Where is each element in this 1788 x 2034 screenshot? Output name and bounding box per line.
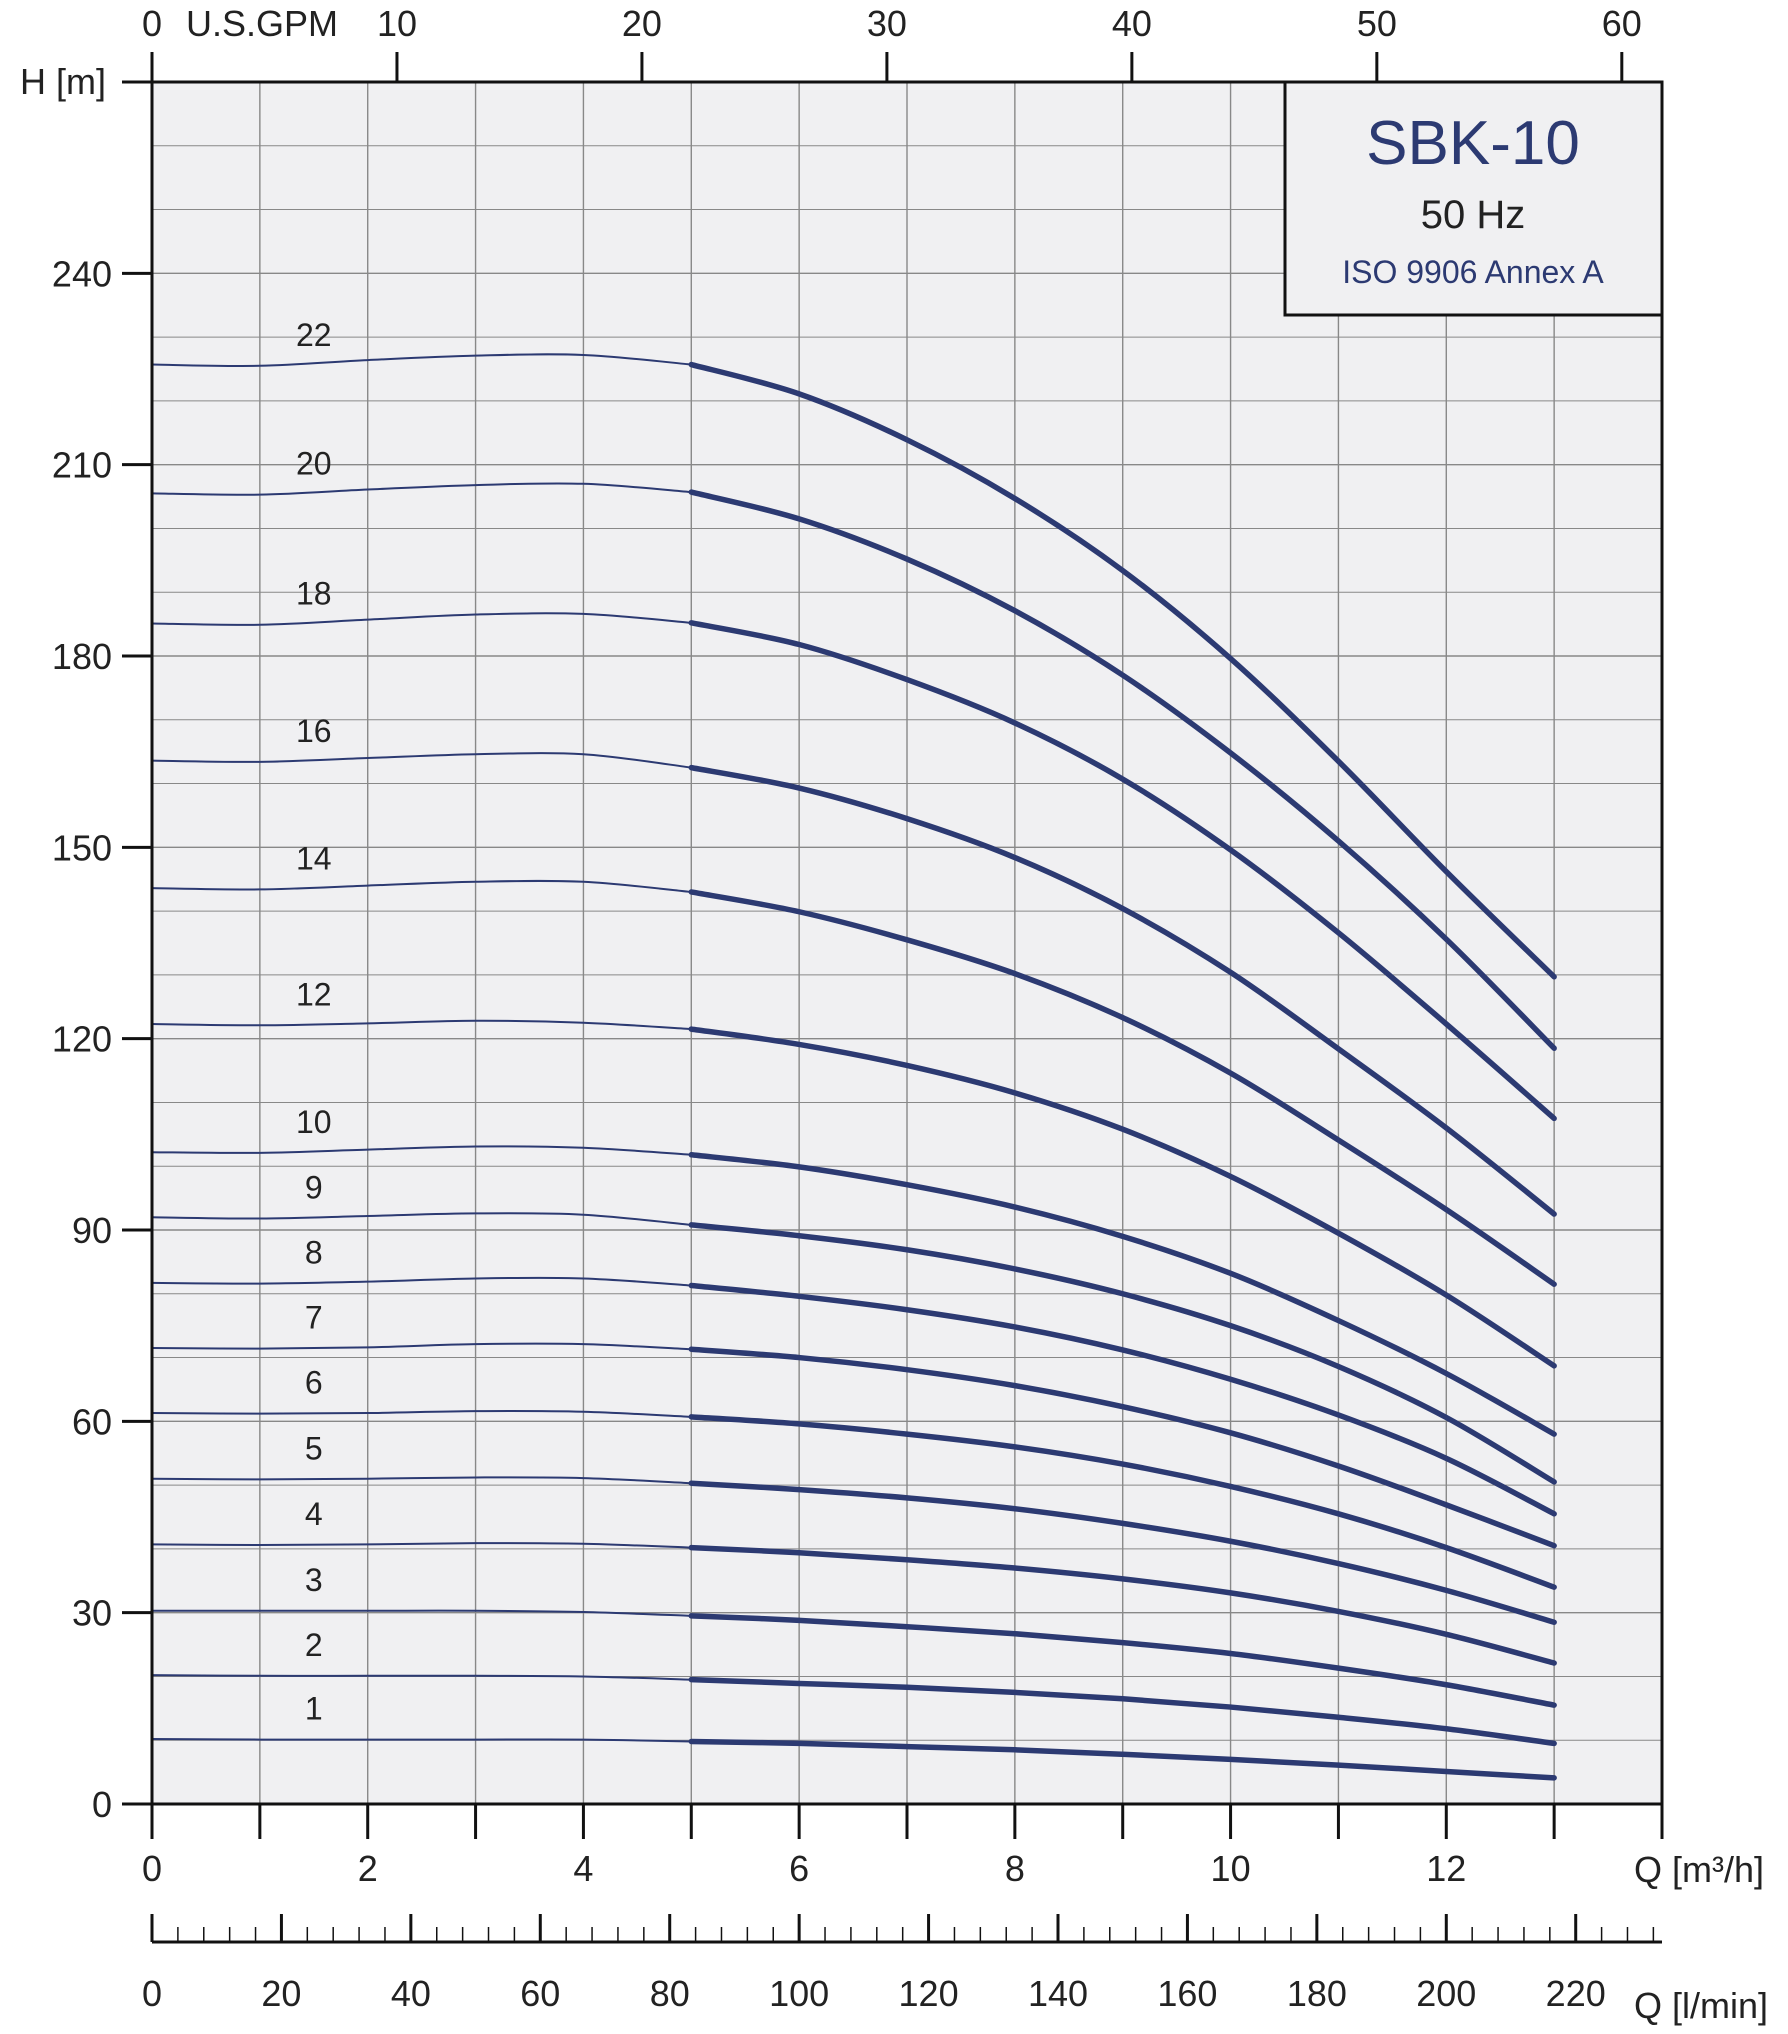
x-tick-label: 12 — [1426, 1848, 1466, 1889]
x-axis-m3h: 0 2 4 6 8 10 12 — [142, 1804, 1664, 1889]
gpm-tick-label: 0 — [142, 3, 162, 44]
curve-5 — [688, 1480, 1557, 1625]
curve-10 — [688, 1151, 1557, 1437]
lmin-tick-label: 100 — [769, 1973, 829, 2014]
curve-20-extended — [151, 482, 692, 496]
curve-8 — [688, 1282, 1557, 1517]
curve-7-extended — [151, 1342, 692, 1351]
curve-label-20: 20 — [296, 446, 332, 482]
lmin-tick-label: 20 — [261, 1973, 301, 2014]
lmin-tick-label: 140 — [1028, 1973, 1088, 2014]
y-tick-label: 30 — [72, 1593, 112, 1634]
y-axis-label: H [m] — [20, 61, 106, 102]
y-tick-label: 120 — [52, 1019, 112, 1060]
curve-5-extended — [151, 1476, 692, 1485]
lmin-tick-label: 0 — [142, 1973, 162, 2014]
lmin-tick-label: 120 — [899, 1973, 959, 2014]
x-tick-label: 4 — [573, 1848, 593, 1889]
curve-20 — [688, 489, 1557, 1051]
x-tick-label: 2 — [358, 1848, 378, 1889]
top-gpm-axis: 0 10 20 30 40 50 60 — [142, 3, 1642, 82]
curve-label-2: 2 — [305, 1627, 323, 1663]
top-axis-label: U.S.GPM — [186, 3, 338, 44]
x-tick-label: 8 — [1005, 1848, 1025, 1889]
lmin-tick-label: 80 — [650, 1973, 690, 2014]
curve-4-extended — [151, 1542, 692, 1549]
curve-label-18: 18 — [296, 576, 332, 612]
curve-6 — [688, 1414, 1557, 1590]
x-tick-label: 0 — [142, 1848, 162, 1889]
curve-12-extended — [151, 1019, 692, 1031]
curve-16-extended — [151, 752, 692, 769]
lmin-tick-label: 60 — [520, 1973, 560, 2014]
curve-2 — [688, 1676, 1557, 1747]
curve-label-9: 9 — [305, 1170, 323, 1206]
curve-16 — [688, 764, 1557, 1217]
gpm-tick-label: 10 — [377, 3, 417, 44]
curve-14 — [688, 889, 1557, 1287]
y-tick-label: 0 — [92, 1784, 112, 1825]
lmin-tick-label: 180 — [1287, 1973, 1347, 2014]
curve-label-10: 10 — [296, 1104, 332, 1140]
lmin-tick-label: 200 — [1416, 1973, 1476, 2014]
lmin-tick-label: 160 — [1157, 1973, 1217, 2014]
curve-3 — [688, 1613, 1557, 1708]
gpm-tick-label: 60 — [1602, 3, 1642, 44]
gpm-tick-label: 20 — [622, 3, 662, 44]
curve-label-3: 3 — [305, 1562, 323, 1598]
curve-18-extended — [151, 612, 692, 626]
curve-label-12: 12 — [296, 976, 332, 1012]
curve-1 — [688, 1738, 1557, 1781]
gpm-tick-label: 40 — [1112, 3, 1152, 44]
curve-12 — [688, 1026, 1557, 1369]
x-tick-label: 10 — [1211, 1848, 1251, 1889]
curve-8-extended — [151, 1276, 692, 1287]
curve-9 — [688, 1222, 1557, 1485]
y-tick-label: 180 — [52, 636, 112, 677]
x-axis-label: Q [m³/h] — [1634, 1849, 1764, 1890]
y-tick-label: 240 — [52, 253, 112, 294]
y-tick-label: 90 — [72, 1210, 112, 1251]
curve-7 — [688, 1346, 1557, 1549]
legend-standard: ISO 9906 Annex A — [1342, 254, 1604, 290]
curve-18 — [688, 620, 1557, 1122]
grid-major — [152, 82, 1662, 1804]
curve-9-extended — [151, 1212, 692, 1226]
curve-label-14: 14 — [296, 840, 332, 876]
legend-frequency: 50 Hz — [1421, 193, 1526, 237]
curve-6-extended — [151, 1409, 692, 1418]
x-axis-lmin: 0 20 40 60 80 100 120 140 160 180 200 220 — [142, 1914, 1662, 2014]
curve-label-22: 22 — [296, 317, 332, 353]
curve-4 — [688, 1544, 1557, 1666]
y-tick-label: 60 — [72, 1401, 112, 1442]
curve-3-extended — [152, 1609, 692, 1617]
curve-label-5: 5 — [305, 1430, 323, 1466]
lmin-tick-label: 40 — [391, 1973, 431, 2014]
curve-1-extended — [151, 1737, 692, 1743]
curve-14-extended — [151, 879, 692, 893]
gpm-tick-label: 50 — [1357, 3, 1397, 44]
curve-10-extended — [151, 1145, 692, 1156]
curve-label-4: 4 — [305, 1496, 323, 1532]
curve-label-8: 8 — [305, 1235, 323, 1271]
x-tick-label: 6 — [789, 1848, 809, 1889]
curve-label-7: 7 — [305, 1300, 323, 1336]
lmin-tick-label: 220 — [1546, 1973, 1606, 2014]
curve-2-extended — [151, 1674, 692, 1681]
curve-label-1: 1 — [305, 1691, 323, 1727]
curve-22 — [688, 361, 1557, 980]
lmin-axis-label: Q [l/min] — [1634, 1985, 1768, 2026]
legend-box: SBK-10 50 Hz ISO 9906 Annex A — [1283, 80, 1664, 317]
y-axis: 0 30 60 90 120 150 180 210 240 — [52, 80, 152, 1825]
curves — [151, 353, 1557, 1781]
curve-label-6: 6 — [305, 1365, 323, 1401]
legend-title: SBK-10 — [1366, 109, 1580, 178]
curve-label-16: 16 — [296, 713, 332, 749]
curve-22-extended — [151, 353, 692, 367]
gpm-tick-label: 30 — [867, 3, 907, 44]
y-tick-label: 210 — [52, 445, 112, 486]
y-tick-label: 150 — [52, 827, 112, 868]
